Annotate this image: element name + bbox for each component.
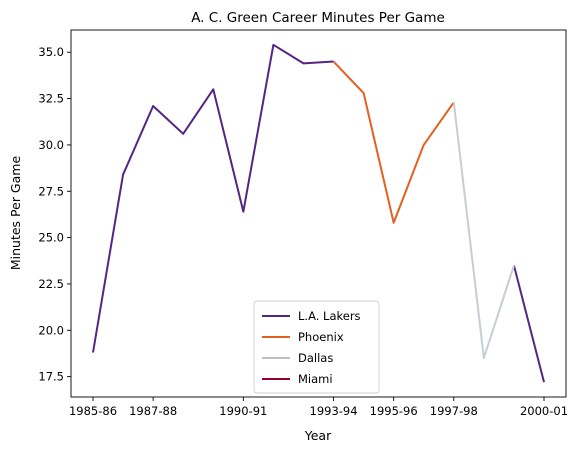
y-tick-label: 22.5	[38, 277, 64, 291]
series-line-l-a-lakers-1	[512, 265, 545, 383]
legend-box	[253, 300, 380, 394]
series-line-phoenix-2	[332, 60, 455, 224]
legend-label: Phoenix	[298, 330, 344, 344]
x-tick-label: 1990-91	[219, 404, 267, 418]
y-ticks: 17.5 20.0 22.5 25.0 27.5 30.0 32.5 35.0	[38, 45, 71, 384]
y-tick-label: 25.0	[38, 231, 64, 245]
x-tick-label: 1987-88	[129, 404, 177, 418]
series-line-dallas-3	[452, 102, 515, 360]
legend-label: L.A. Lakers	[298, 309, 361, 323]
y-tick-label: 17.5	[38, 370, 64, 384]
x-tick-label: 1995-96	[370, 404, 418, 418]
legend-label: Miami	[298, 372, 333, 386]
x-tick-label: 1993-94	[310, 404, 358, 418]
x-axis-label: Year	[304, 428, 332, 443]
legend-label: Dallas	[298, 351, 333, 365]
x-tick-label: 2000-01	[520, 404, 568, 418]
legend: L.A. Lakers Phoenix Dallas Miami	[253, 300, 380, 394]
y-tick-label: 35.0	[38, 45, 64, 59]
chart-title: A. C. Green Career Minutes Per Game	[191, 10, 445, 26]
plot-frame	[70, 29, 567, 398]
x-tick-label: 1985-86	[69, 404, 117, 418]
x-ticks: 1985-86 1987-88 1990-91 1993-94 1995-96 1997-…	[69, 397, 568, 418]
y-tick-label: 30.0	[38, 138, 64, 152]
y-tick-label: 32.5	[38, 92, 64, 106]
y-tick-label: 20.0	[38, 323, 64, 337]
series-line-l-a-lakers-0	[92, 43, 334, 353]
plot-lines	[92, 43, 545, 383]
y-axis-label: Minutes Per Game	[8, 156, 23, 271]
y-tick-label: 27.5	[38, 184, 64, 198]
x-tick-label: 1997-98	[430, 404, 478, 418]
